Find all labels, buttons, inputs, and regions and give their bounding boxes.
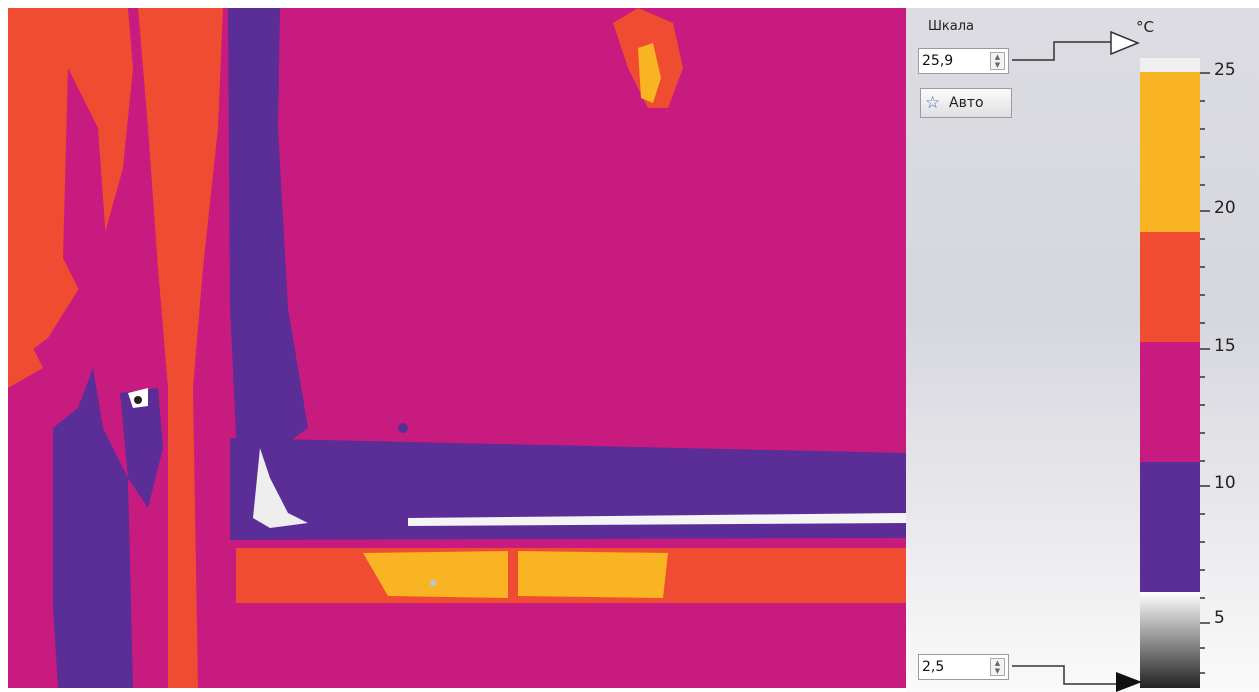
scale-min-stepper[interactable]: 2,5 ▲ ▼ <box>918 654 1009 680</box>
stepper-arrows-icon[interactable]: ▲ ▼ <box>990 52 1005 70</box>
colorbar-tick-label: 15 <box>1214 336 1236 356</box>
colorbar-graphic <box>1140 58 1200 688</box>
auto-button[interactable]: ☆ Авто <box>920 88 1012 118</box>
thermal-image <box>8 8 906 688</box>
stepper-arrows-icon[interactable]: ▲ ▼ <box>990 658 1005 676</box>
thermal-image-graphic <box>8 8 906 688</box>
max-pointer-icon <box>1110 30 1140 56</box>
min-pointer-icon <box>1116 672 1142 692</box>
scale-max-value: 25,9 <box>922 53 954 69</box>
scale-title: Шкала <box>928 19 974 34</box>
max-connector <box>1012 30 1140 61</box>
colorbar-tick-label: 10 <box>1214 473 1236 493</box>
scale-min-value: 2,5 <box>922 659 945 675</box>
colorbar <box>1140 58 1200 688</box>
colorbar-tick-label: 25 <box>1214 60 1236 80</box>
min-connector <box>1012 665 1142 692</box>
auto-button-label: Авто <box>949 95 984 111</box>
colorbar-tick-label: 5 <box>1214 608 1225 628</box>
scale-max-stepper[interactable]: 25,9 ▲ ▼ <box>918 48 1009 74</box>
colorbar-ticks <box>1200 72 1210 674</box>
star-icon: ☆ <box>925 93 941 113</box>
colorbar-tick-label: 20 <box>1214 198 1236 218</box>
scale-panel: Шкала 25,9 ▲ ▼ ☆ Авто °C <box>906 8 1259 692</box>
unit-label: °C <box>1136 18 1154 36</box>
